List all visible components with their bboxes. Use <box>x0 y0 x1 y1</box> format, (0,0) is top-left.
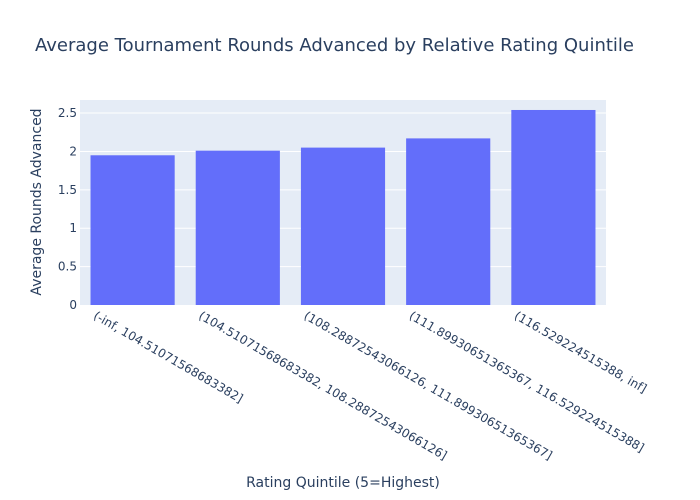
y-tick-label: 1 <box>69 221 77 235</box>
y-axis-ticks: 0 0.5 1 1.5 2 2.5 <box>58 106 77 312</box>
y-tick-label: 2.5 <box>58 106 77 120</box>
bar <box>195 150 280 305</box>
bar <box>406 138 491 305</box>
y-tick-label: 0 <box>69 298 77 312</box>
bar <box>300 147 386 305</box>
bar <box>90 155 175 305</box>
y-tick-label: 0.5 <box>58 260 77 274</box>
x-tick-label: (111.89930651365367, 116.529224515388] <box>407 308 647 455</box>
bar <box>511 109 596 306</box>
y-tick-label: 2 <box>69 144 77 158</box>
bars <box>90 109 596 306</box>
x-axis-title: Rating Quintile (5=Highest) <box>246 475 440 491</box>
y-axis-title: Average Rounds Advanced <box>29 108 45 295</box>
x-axis-ticks: (-inf, 104.51071568683382](104.510715686… <box>91 308 649 462</box>
chart-title: Average Tournament Rounds Advanced by Re… <box>35 35 634 56</box>
y-tick-label: 1.5 <box>58 183 77 197</box>
